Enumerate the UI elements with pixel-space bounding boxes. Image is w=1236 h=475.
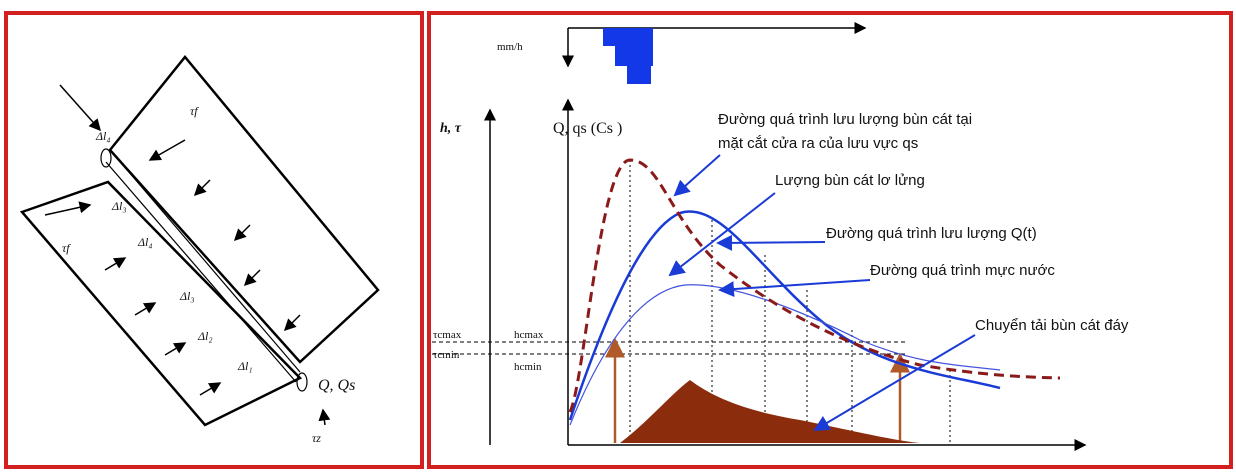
flow-arrow [135, 303, 155, 315]
flow-arrow [105, 258, 125, 270]
segment-label: Δl₃ [111, 199, 127, 213]
annotation-arrow [670, 193, 775, 275]
annotation-arrow [675, 155, 720, 195]
sediment-discharge-note: Đường quá trình lưu lượng bùn cát tại [718, 111, 972, 128]
flow-arrows [45, 85, 325, 425]
sediment-curve [570, 160, 1060, 412]
flow-arrow [323, 410, 325, 425]
rain-bar [627, 66, 651, 84]
rain-bar [603, 28, 653, 46]
flow-arrow [195, 180, 210, 195]
watershed-sketch [22, 57, 378, 425]
rain-bar [615, 46, 653, 66]
flow-arrow [150, 140, 185, 160]
threshold-label: τcmin [433, 349, 460, 361]
segment-label: Δl₄ [95, 129, 111, 143]
shape [670, 155, 975, 430]
channel [106, 162, 296, 382]
right-slope [110, 57, 378, 362]
flow-label: τz [312, 431, 321, 445]
flow-arrow [200, 383, 220, 395]
flow-arrow [165, 343, 185, 355]
annotation-arrow [815, 335, 975, 430]
left-slope [22, 182, 300, 425]
flow-label: τf [190, 104, 199, 118]
segment-label: Δl₃ [179, 289, 195, 303]
node [297, 373, 307, 391]
rain-unit: mm/h [497, 41, 523, 53]
flow-arrow [285, 315, 300, 330]
threshold-label: τcmax [433, 329, 462, 341]
water-level-curve [570, 285, 1000, 425]
flow-label: τf [62, 241, 71, 255]
segment-label: Δl₄ [137, 235, 153, 249]
flow-arrow [245, 270, 260, 285]
left-panel-frame [6, 13, 422, 467]
node [101, 149, 111, 167]
sediment-discharge-note: mặt cắt cửa ra của lưu vực qs [718, 135, 918, 152]
outlet-label: Q, Qs [318, 377, 355, 394]
depth-label: hcmin [514, 361, 542, 373]
q-axis-label: Q, qs (Cs ) [553, 120, 622, 137]
inflow-arrow [60, 85, 100, 130]
annotation-arrow [718, 242, 825, 243]
discharge-note: Đường quá trình lưu lượng Q(t) [826, 225, 1037, 242]
suspended-note: Lượng bùn cát lơ lửng [775, 172, 925, 189]
segment-label: Δl₂ [197, 329, 213, 343]
h-axis-label: h, τ [440, 121, 462, 136]
depth-label: hcmax [514, 329, 544, 341]
bedload-area [620, 380, 920, 443]
figure: Δl₄ Δl₃ Δl₄ Δl₃ Δl₂ Δl₁ τf τf τz Q, Qs m… [0, 0, 1236, 470]
flow-arrow [45, 205, 90, 215]
segment-label: Δl₁ [237, 359, 253, 373]
flow-arrow [235, 225, 250, 240]
bedload-note: Chuyển tải bùn cát đáy [975, 317, 1129, 334]
water-level-note: Đường quá trình mực nước [870, 262, 1055, 279]
